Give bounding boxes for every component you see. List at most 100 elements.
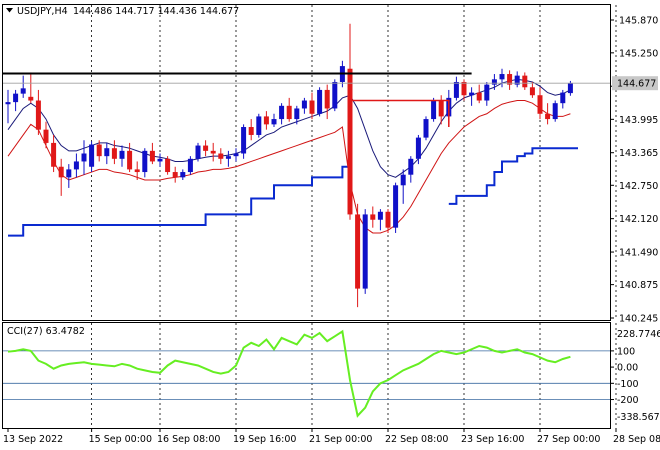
candle-body: [393, 185, 399, 228]
time-tick-label: 27 Sep 00:00: [537, 434, 600, 445]
trailing-stop-segment: [8, 165, 350, 237]
bearish-candle: [476, 84, 482, 104]
bullish-candle: [294, 105, 300, 125]
candle-body: [332, 81, 338, 109]
price-axis: 145.870145.250144.620143.995143.365142.7…: [3, 16, 658, 325]
bearish-candle: [218, 148, 224, 165]
candle-body: [104, 148, 110, 157]
bullish-candle: [5, 89, 11, 124]
candle-body: [172, 172, 178, 178]
bullish-candle: [20, 75, 26, 98]
bearish-candle: [51, 134, 57, 173]
bullish-candle: [362, 209, 368, 294]
candle-body: [142, 150, 148, 173]
candle-body: [66, 169, 72, 178]
candle-body: [286, 105, 292, 120]
candle-body: [560, 92, 566, 104]
candle-body: [294, 108, 300, 120]
ohlc-values: 144.486 144.717 144.436 144.677: [73, 6, 239, 17]
candle-body: [408, 158, 414, 175]
time-tick-label: 19 Sep 16:00: [233, 434, 296, 445]
bullish-candle: [66, 164, 72, 188]
bullish-candle: [431, 97, 437, 122]
candle-body: [187, 158, 193, 173]
candle-body: [317, 89, 323, 114]
candle-body: [35, 100, 41, 130]
time-axis: 13 Sep 2022 15 Sep 00:00 16 Sep 08:00 19 Se…: [3, 428, 660, 445]
bearish-candle: [522, 72, 528, 90]
bearish-candle: [165, 156, 171, 175]
candle-body: [271, 119, 277, 125]
bullish-candle: [256, 113, 262, 138]
bullish-candle: [241, 124, 247, 159]
bearish-candle: [58, 158, 64, 196]
bullish-candle: [279, 103, 285, 125]
time-tick-label: 21 Sep 00:00: [309, 434, 372, 445]
price-tick-label: 145.250: [619, 48, 658, 59]
bearish-candle: [149, 142, 155, 165]
bullish-candle: [81, 140, 87, 175]
cci-panel: [2, 322, 611, 429]
candle-body: [567, 83, 573, 94]
bearish-candle: [529, 81, 535, 98]
bullish-candle: [423, 116, 429, 141]
candle-body: [370, 214, 376, 220]
candle-body: [499, 74, 505, 80]
bullish-candle: [484, 81, 490, 106]
candle-body: [431, 100, 437, 120]
candle-body: [461, 81, 467, 96]
bearish-candle: [545, 103, 551, 125]
bullish-candle: [491, 74, 497, 90]
candle-body: [111, 148, 117, 159]
cci-tick-label: -338.5679: [617, 412, 660, 423]
bullish-candle: [142, 148, 148, 178]
bullish-candle: [377, 209, 383, 231]
bullish-candle: [415, 134, 421, 165]
time-tick-label: 16 Sep 08:00: [157, 434, 220, 445]
time-tick-label: 15 Sep 00:00: [89, 434, 152, 445]
candle-body: [476, 92, 482, 101]
cci-indicator: [3, 329, 610, 418]
candle-body: [514, 75, 520, 85]
price-panel: [2, 4, 611, 321]
bullish-candle: [393, 182, 399, 233]
candle-body: [377, 211, 383, 220]
last-price-tag: [612, 76, 658, 91]
bullish-candle: [233, 148, 239, 162]
candle-body: [256, 116, 262, 135]
candle-body: [453, 81, 459, 98]
bearish-candle: [385, 209, 391, 233]
bullish-candle: [89, 141, 95, 173]
bearish-candle: [127, 142, 133, 173]
price-tick-label: 143.995: [619, 115, 658, 126]
bullish-candle: [271, 113, 277, 128]
cci-tick-label: 0.00: [617, 363, 638, 374]
fast-moving-average: [7, 78, 571, 178]
candle-body: [400, 174, 406, 186]
price-tick-label: 141.490: [619, 248, 658, 259]
candle-body: [203, 145, 209, 151]
bearish-candle: [28, 72, 34, 104]
price-tick-label: 140.875: [619, 280, 658, 291]
bearish-candle: [35, 89, 41, 135]
bearish-candle: [203, 140, 209, 157]
candle-body: [210, 150, 216, 154]
dropdown-triangle-icon[interactable]: [6, 8, 13, 13]
candle-body: [362, 214, 368, 289]
symbol-label: USDJPY,H4: [17, 6, 68, 17]
bearish-candle: [309, 92, 315, 120]
moving-averages: [7, 78, 571, 234]
candle-body: [73, 161, 79, 170]
candle-body: [81, 153, 87, 162]
bearish-candle: [96, 140, 102, 162]
candlesticks: [5, 23, 573, 308]
bearish-candle: [210, 142, 216, 162]
candle-body: [263, 116, 269, 125]
bullish-candle: [332, 79, 338, 112]
bullish-candle: [187, 156, 193, 175]
cci-axis: 228.7746 100 0.00 -100 -200 -338.5679: [610, 329, 660, 423]
trailing-stop-line: [8, 147, 578, 237]
bearish-candle: [355, 203, 361, 308]
candle-body: [51, 142, 57, 167]
candle-body: [241, 127, 247, 154]
